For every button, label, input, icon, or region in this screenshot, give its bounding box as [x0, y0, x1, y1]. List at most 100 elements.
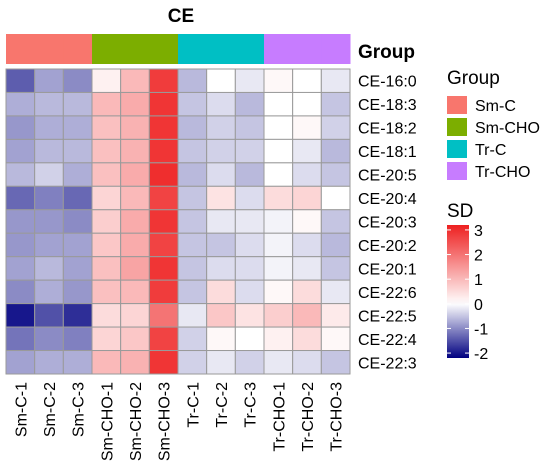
heatmap-cell [292, 115, 322, 140]
group-annotation-cell [321, 34, 351, 64]
column-label: Tr-C-2 [214, 382, 231, 428]
heatmap-cell [120, 279, 150, 305]
column-label: Sm-CHO-1 [99, 382, 116, 461]
heatmap-cell [148, 209, 179, 234]
heatmap-cell [62, 256, 93, 281]
heatmap-cell [292, 68, 322, 93]
heatmap-cell [34, 232, 64, 258]
heatmap-cell [234, 138, 265, 164]
heatmap-cell [206, 138, 236, 164]
heatmap-cell [91, 68, 122, 93]
heatmap-cell [320, 68, 351, 93]
color-scale-tick-label: 0 [474, 297, 483, 314]
heatmap-cell [320, 303, 351, 328]
heatmap-cell [234, 279, 265, 305]
group-legend-label: Tr-C [475, 142, 506, 159]
heatmap-cell [120, 138, 150, 164]
heatmap-cell [234, 350, 265, 375]
heatmap-cell [91, 209, 122, 234]
heatmap-cell [206, 350, 236, 375]
heatmap-cell [234, 256, 265, 281]
heatmap-cells [5, 68, 351, 375]
heatmap-cell [263, 162, 294, 187]
heatmap-cell [120, 91, 150, 117]
heatmap-cell [34, 115, 64, 140]
heatmap-cell [148, 350, 179, 375]
group-legend-title: Group [447, 68, 500, 89]
heatmap-cell [320, 185, 351, 211]
heatmap-cell [234, 185, 265, 211]
heatmap-cell [148, 326, 179, 352]
heatmap-cell [206, 303, 236, 328]
heatmap-cell [62, 326, 93, 352]
group-legend-swatch [447, 140, 467, 158]
heatmap-cell [62, 279, 93, 305]
heatmap-cell [148, 162, 179, 187]
heatmap-cell [62, 68, 93, 93]
group-legend-swatch [447, 162, 467, 180]
heatmap-cell [120, 303, 150, 328]
group-annotation-cell [178, 34, 208, 64]
heatmap-cell [5, 232, 36, 258]
heatmap-cell [120, 326, 150, 352]
heatmap-cell [148, 232, 179, 258]
heatmap-cell [120, 185, 150, 211]
heatmap-cell [292, 162, 322, 187]
row-label: CE-20:4 [358, 191, 417, 208]
group-annotation-cell [34, 34, 64, 64]
heatmap-cell [292, 232, 322, 258]
heatmap-cell [34, 279, 64, 305]
heatmap-cell [5, 162, 36, 187]
heatmap-cell [91, 138, 122, 164]
heatmap-cell [292, 209, 322, 234]
row-label: CE-20:3 [358, 215, 417, 232]
heatmap-cell [148, 115, 179, 140]
heatmap-cell [177, 232, 208, 258]
heatmap-cell [91, 232, 122, 258]
column-label: Tr-C-1 [185, 382, 202, 428]
heatmap-cell [320, 256, 351, 281]
heatmap-cell [292, 303, 322, 328]
heatmap-cell [177, 185, 208, 211]
group-annotation-cell [264, 34, 294, 64]
color-legend: SD 3 2 1 0 -1 -2 [447, 201, 488, 363]
heatmap-cell [263, 279, 294, 305]
group-legend-label: Sm-C [475, 98, 516, 115]
heatmap-cell [206, 279, 236, 305]
color-scale-tick-label: 1 [474, 272, 483, 289]
heatmap-cell [91, 326, 122, 352]
group-annotation-cell [206, 34, 236, 64]
heatmap-cell [177, 138, 208, 164]
heatmap-cell [320, 232, 351, 258]
heatmap-cell [320, 138, 351, 164]
heatmap-cell [120, 162, 150, 187]
heatmap-cell [62, 209, 93, 234]
heatmap-cell [234, 326, 265, 352]
heatmap-cell [234, 115, 265, 140]
column-label: Sm-CHO-3 [157, 382, 174, 461]
group-legend-label: Tr-CHO [475, 164, 530, 181]
group-annotation-cell [292, 34, 322, 64]
heatmap-cell [148, 279, 179, 305]
heatmap-cell [91, 115, 122, 140]
group-legend-swatch [447, 118, 467, 136]
heatmap-cell [320, 162, 351, 187]
heatmap-cell [263, 115, 294, 140]
heatmap-cell [34, 185, 64, 211]
heatmap-cell [206, 162, 236, 187]
group-legend: Group Sm-C Sm-CHO Tr-C Tr-CHO [447, 68, 540, 181]
color-scale-bar [447, 225, 469, 358]
heatmap-cell [263, 91, 294, 117]
heatmap-cell [234, 162, 265, 187]
heatmap-cell [91, 162, 122, 187]
heatmap-cell [148, 256, 179, 281]
group-annotation-label: Group [358, 42, 415, 63]
heatmap-cell [91, 303, 122, 328]
column-label: Tr-CHO-2 [300, 382, 317, 452]
heatmap-cell [177, 350, 208, 375]
heatmap-cell [177, 115, 208, 140]
heatmap-cell [5, 209, 36, 234]
heatmap-cell [263, 303, 294, 328]
heatmap-cell [62, 91, 93, 117]
